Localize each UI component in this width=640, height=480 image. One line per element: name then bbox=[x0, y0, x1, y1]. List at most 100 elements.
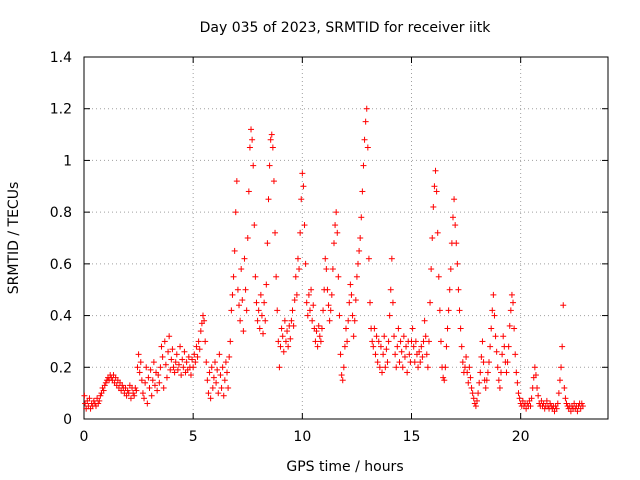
data-point bbox=[429, 235, 436, 241]
data-point bbox=[219, 364, 226, 371]
data-point bbox=[222, 359, 229, 366]
plot-frame bbox=[83, 56, 609, 420]
data-point bbox=[149, 377, 156, 384]
data-point bbox=[459, 359, 466, 366]
data-point bbox=[291, 297, 298, 304]
data-point bbox=[373, 333, 380, 340]
data-point bbox=[434, 229, 441, 236]
data-point bbox=[217, 372, 224, 379]
data-point bbox=[476, 379, 483, 386]
data-point bbox=[215, 390, 222, 397]
data-point bbox=[237, 317, 244, 324]
data-point bbox=[269, 144, 276, 151]
data-point bbox=[420, 338, 427, 345]
data-point bbox=[244, 235, 251, 241]
data-point bbox=[236, 302, 243, 309]
y-axis-label: SRMTID / TECUs bbox=[6, 182, 22, 295]
data-point bbox=[495, 377, 502, 384]
data-point bbox=[477, 369, 484, 376]
data-point bbox=[493, 348, 500, 355]
data-point bbox=[141, 395, 148, 402]
data-point bbox=[445, 307, 452, 314]
data-point bbox=[399, 364, 406, 371]
data-point bbox=[175, 361, 182, 368]
data-point bbox=[192, 359, 199, 366]
data-point bbox=[252, 273, 259, 280]
data-point bbox=[213, 379, 220, 386]
data-point bbox=[134, 364, 141, 371]
data-point bbox=[561, 384, 568, 391]
data-point bbox=[330, 240, 337, 247]
grid-lines bbox=[84, 57, 608, 419]
data-point bbox=[370, 343, 377, 350]
data-point bbox=[299, 170, 306, 177]
data-point bbox=[349, 312, 356, 319]
data-point bbox=[229, 291, 236, 298]
data-point bbox=[181, 348, 188, 355]
data-point bbox=[132, 384, 139, 391]
data-point bbox=[246, 144, 253, 151]
data-point bbox=[234, 286, 241, 293]
data-point bbox=[421, 317, 428, 324]
data-point bbox=[489, 307, 496, 314]
data-point bbox=[238, 266, 245, 273]
data-point bbox=[290, 322, 297, 329]
data-point bbox=[494, 364, 501, 371]
data-point bbox=[430, 203, 437, 210]
data-point bbox=[423, 351, 430, 358]
data-point bbox=[411, 359, 418, 366]
x-tick-label: 0 bbox=[80, 429, 89, 445]
data-point bbox=[305, 291, 312, 298]
data-point bbox=[332, 222, 339, 229]
data-point bbox=[262, 317, 269, 324]
data-point bbox=[403, 343, 410, 350]
data-point bbox=[357, 235, 364, 241]
data-point bbox=[208, 364, 215, 371]
data-point bbox=[479, 338, 486, 345]
data-point bbox=[419, 353, 426, 360]
data-point bbox=[312, 338, 319, 345]
data-point bbox=[425, 338, 432, 345]
data-point bbox=[185, 353, 192, 360]
data-point bbox=[137, 359, 144, 366]
data-point bbox=[506, 322, 513, 329]
data-point bbox=[512, 351, 519, 358]
data-point bbox=[475, 390, 482, 397]
data-point bbox=[341, 343, 348, 350]
data-point bbox=[190, 364, 197, 371]
data-point bbox=[468, 384, 475, 391]
data-point bbox=[441, 377, 448, 384]
data-point bbox=[240, 328, 247, 335]
data-point bbox=[278, 325, 285, 332]
data-point bbox=[337, 351, 344, 358]
data-point bbox=[478, 353, 485, 360]
data-point bbox=[95, 400, 102, 407]
data-point bbox=[143, 364, 150, 371]
data-point bbox=[245, 188, 252, 195]
data-point bbox=[167, 366, 174, 373]
data-point bbox=[203, 359, 210, 366]
chart-title: Day 035 of 2023, SRMTID for receiver iit… bbox=[200, 20, 492, 36]
data-point bbox=[383, 346, 390, 353]
data-point bbox=[171, 369, 178, 376]
data-point bbox=[360, 162, 367, 169]
data-point bbox=[398, 348, 405, 355]
data-point bbox=[435, 273, 442, 280]
data-point bbox=[396, 359, 403, 366]
data-point bbox=[258, 312, 265, 319]
data-point bbox=[242, 286, 249, 293]
data-point bbox=[303, 299, 310, 306]
data-point bbox=[433, 188, 440, 195]
data-point bbox=[265, 196, 272, 203]
data-point bbox=[343, 325, 349, 332]
data-point bbox=[249, 136, 256, 143]
data-point bbox=[409, 325, 416, 332]
data-point bbox=[463, 353, 470, 360]
data-point bbox=[578, 400, 585, 407]
data-point bbox=[449, 214, 456, 221]
data-point bbox=[437, 338, 444, 345]
x-tick-label: 10 bbox=[293, 429, 311, 445]
data-point bbox=[499, 351, 506, 358]
x-axis-label: GPS time / hours bbox=[286, 459, 403, 475]
